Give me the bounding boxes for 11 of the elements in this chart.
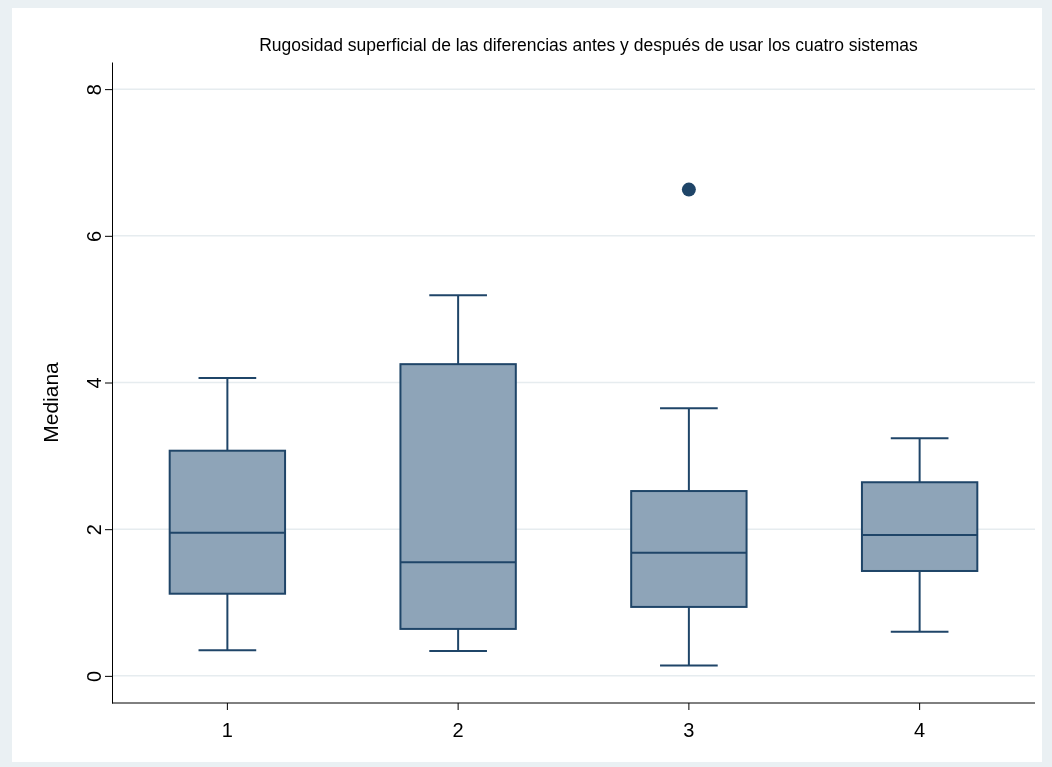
y-axis-title: Mediana [39, 361, 62, 443]
y-tick-label: 2 [83, 524, 105, 536]
y-tick-label: 0 [83, 670, 105, 682]
x-tick-label: 2 [452, 719, 464, 741]
y-tick-label: 8 [83, 84, 105, 96]
y-tick-label: 6 [83, 230, 105, 242]
chart-title: Rugosidad superficial de las diferencias antes y después de usar los cuatro sistemas [259, 35, 919, 55]
x-tick-label: 4 [914, 719, 926, 741]
x-tick-label: 3 [683, 719, 695, 741]
y-tick-label: 4 [83, 377, 105, 389]
x-tick-label: 1 [221, 719, 233, 741]
